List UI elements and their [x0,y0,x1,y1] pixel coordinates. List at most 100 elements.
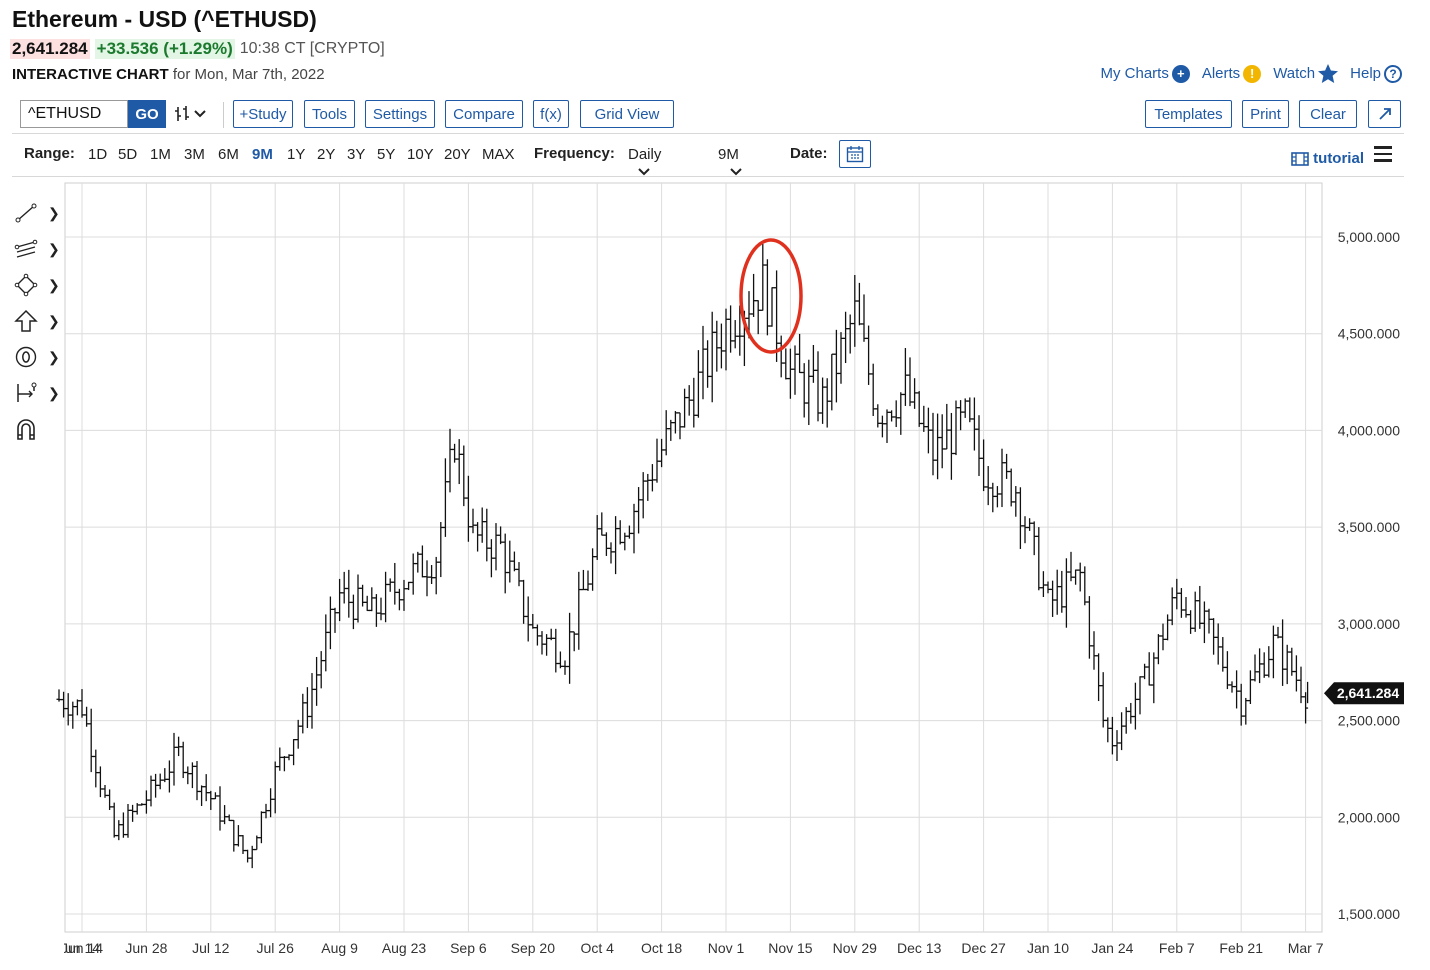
print-button[interactable]: Print [1242,100,1289,128]
ohlc-bar [134,803,140,815]
count-tool[interactable]: ❯ [14,344,60,370]
range-5y[interactable]: 5Y [377,146,396,163]
channel-tool[interactable]: ❯ [14,236,60,262]
measure-tool[interactable]: ❯ [14,380,60,406]
range-10y[interactable]: 10Y [407,146,434,163]
range-6m[interactable]: 6M [218,146,239,163]
my-charts-link[interactable]: My Charts + [1100,64,1190,83]
clear-button[interactable]: Clear [1299,100,1357,128]
ohlc-bar [166,760,172,793]
function-button[interactable]: f(x) [533,100,569,128]
x-tick-label: Jul 12 [192,940,230,956]
compare-button[interactable]: Compare [445,100,523,128]
ohlc-bar [153,773,159,798]
ohlc-bar [548,628,554,641]
alerts-link[interactable]: Alerts ! [1201,64,1262,83]
ohlc-bar [1174,578,1180,610]
date-picker-button[interactable] [839,140,871,168]
frequency-dropdown[interactable]: Daily [628,146,661,180]
chevron-down-icon [638,168,650,176]
annotation-ellipse [739,238,803,354]
study-button[interactable]: +Study [233,100,293,128]
ohlc-bar [125,804,131,838]
y-tick-label: 5,000.000 [1338,229,1400,245]
y-tick-label: 2,000.000 [1338,809,1400,825]
ohlc-bar [553,628,559,673]
ohlc-bar [355,574,361,623]
ohlc-bar [373,594,379,627]
ohlc-bar [309,673,315,729]
expand-button[interactable] [1368,100,1401,128]
ohlc-bar [1155,634,1161,665]
ohlc-bar [461,445,467,507]
arrow-tool-icon [14,309,38,332]
symbol-input[interactable] [20,100,128,128]
bar-type-dropdown[interactable] [174,102,214,126]
range-2y[interactable]: 2Y [317,146,336,163]
ohlc-bar [226,814,232,822]
frequency-label: Frequency: [534,145,615,162]
ohlc-bar [1284,644,1290,685]
ohlc-bar [691,377,697,428]
ohlc-bar [663,410,669,456]
ohlc-bar [774,270,780,362]
arrow-tool[interactable]: ❯ [14,308,60,334]
range-3y[interactable]: 3Y [347,146,366,163]
ohlc-bar [893,400,899,428]
settings-button[interactable]: Settings [365,100,435,128]
ohlc-bar [1109,716,1115,755]
range-1m[interactable]: 1M [150,146,171,163]
help-link[interactable]: Help ? [1350,64,1402,83]
x-tick-label: Nov 1 [708,940,745,956]
watch-link[interactable]: Watch [1273,64,1339,83]
range-9m[interactable]: 9M [252,146,273,163]
ohlc-bar [217,786,223,831]
ohlc-bar [1114,730,1120,761]
ohlc-bar [479,507,485,543]
ohlc-bar [424,560,430,597]
ohlc-bar [824,378,830,428]
range-20y[interactable]: 20Y [444,146,471,163]
chevron-down-icon [730,168,742,176]
ohlc-bar [962,398,968,418]
plus-circle-icon: + [1171,64,1190,83]
ohlc-bar [787,348,793,399]
range-max[interactable]: MAX [482,146,515,163]
grid-view-button[interactable]: Grid View [580,100,674,128]
ohlc-bar [130,804,136,822]
ohlc-bar [318,651,324,689]
range-5d[interactable]: 5D [118,146,138,163]
date-label: Date: [790,145,828,162]
line-tool[interactable]: ❯ [14,200,60,226]
x-tick-label: Dec 13 [897,940,942,956]
go-button[interactable]: GO [128,100,166,128]
ohlc-bar [502,533,508,594]
my-charts-label: My Charts [1100,65,1169,82]
period-dropdown[interactable]: 9M [718,146,742,180]
range-1y[interactable]: 1Y [287,146,306,163]
ohlc-bar [645,473,651,501]
ohlc-bar [406,581,412,591]
ohlc-bar [1303,692,1309,724]
quote-line: 2,641.284 +33.536 (+1.29%) 10:38 CT [CRY… [10,39,385,59]
tutorial-link[interactable]: tutorial [1291,150,1364,167]
range-1d[interactable]: 1D [88,146,108,163]
range-3m[interactable]: 3M [184,146,205,163]
ohlc-bar [672,411,678,434]
menu-icon[interactable] [1374,146,1392,162]
ohlc-bar [990,482,996,513]
ohlc-bar [861,294,867,342]
magnet-tool[interactable] [14,416,58,442]
tools-button[interactable]: Tools [304,100,355,128]
alerts-label: Alerts [1201,65,1241,82]
templates-button[interactable]: Templates [1145,100,1232,128]
ohlc-bar [981,439,987,492]
ohlc-bar [810,344,816,383]
ohlc-bar [65,693,71,726]
ohlc-bar [1063,558,1069,628]
shape-tool[interactable]: ❯ [14,272,60,298]
subtitle-bold: INTERACTIVE CHART [12,66,169,83]
ohlc-bar [944,403,950,450]
ohlc-bar [930,412,936,476]
